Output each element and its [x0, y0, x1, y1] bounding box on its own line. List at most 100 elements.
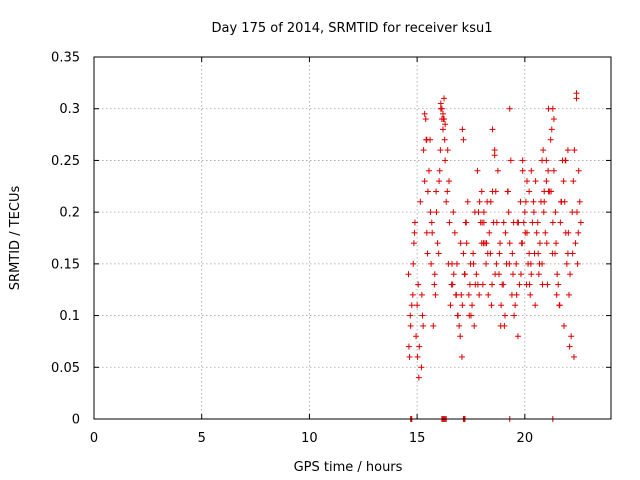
data-point [411, 229, 418, 236]
data-point [575, 229, 582, 236]
data-point [523, 281, 530, 288]
data-point [489, 281, 496, 288]
axis-ticks: 0 5 10 15 20 0 0.05 0.1 0.15 0.2 0.25 0.3 0.35 [51, 51, 611, 446]
data-point [532, 178, 539, 185]
data-point [405, 343, 412, 350]
data-point [564, 147, 571, 154]
data-point [556, 302, 563, 309]
data-point [415, 281, 422, 288]
data-point [435, 250, 442, 257]
data-point [473, 271, 480, 278]
data-point [497, 240, 504, 247]
data-point [442, 121, 449, 128]
data-point [500, 219, 507, 226]
data-point [506, 240, 513, 247]
data-point [441, 95, 448, 102]
chart-title: Day 175 of 2014, SRMTID for receiver ksu… [212, 21, 493, 36]
data-point [567, 271, 574, 278]
data-point [456, 322, 463, 329]
data-point [466, 312, 473, 319]
data-point [418, 364, 425, 371]
data-point [554, 271, 561, 278]
data-point [450, 271, 457, 278]
data-point [461, 271, 468, 278]
data-point [553, 291, 560, 298]
data-point [442, 157, 449, 164]
data-point [451, 229, 458, 236]
data-point [431, 271, 438, 278]
data-point [476, 291, 483, 298]
data-point [505, 209, 512, 216]
data-point [543, 240, 550, 247]
data-point [565, 229, 572, 236]
data-point [438, 105, 445, 112]
data-point [532, 302, 539, 309]
data-point [536, 260, 543, 267]
data-point [474, 281, 481, 288]
data-point [486, 229, 493, 236]
data-point [406, 353, 413, 360]
data-point [478, 188, 485, 195]
data-point [509, 250, 516, 257]
y-tick-label: 0.2 [59, 206, 80, 221]
data-point [513, 291, 520, 298]
x-axis-label: GPS time / hours [294, 460, 403, 475]
data-point [446, 178, 453, 185]
data-point [517, 198, 524, 205]
data-point [573, 90, 580, 97]
data-point [506, 105, 513, 112]
data-point [407, 312, 414, 319]
y-axis-label: SRMTID / TECUs [8, 186, 23, 291]
data-point [549, 105, 556, 112]
data-point [487, 198, 494, 205]
data-point [506, 260, 513, 267]
data-point [514, 333, 521, 340]
data-point [428, 260, 435, 267]
data-point [526, 188, 533, 195]
data-point [523, 178, 530, 185]
data-point [505, 188, 512, 195]
data-point [463, 219, 470, 226]
data-point [460, 250, 467, 257]
data-point [530, 198, 537, 205]
data-point [526, 250, 533, 257]
data-point [483, 260, 490, 267]
data-point [418, 291, 425, 298]
data-point [463, 240, 470, 247]
data-point [519, 157, 526, 164]
data-point [453, 291, 460, 298]
data-point [484, 250, 491, 257]
data-point [432, 291, 439, 298]
data-point [414, 353, 421, 360]
data-point [528, 167, 535, 174]
data-point [550, 116, 557, 123]
data-point [511, 312, 518, 319]
data-point [574, 260, 581, 267]
y-tick-label: 0.1 [59, 309, 80, 324]
x-tick-label: 15 [409, 431, 426, 446]
data-point [572, 240, 579, 247]
data-point [563, 260, 570, 267]
data-point [408, 302, 415, 309]
data-point [417, 198, 424, 205]
data-point [427, 209, 434, 216]
data-point [416, 343, 423, 350]
data-point [558, 198, 565, 205]
data-point [548, 126, 555, 133]
data-point [469, 302, 476, 309]
x-tick-label: 0 [90, 431, 98, 446]
data-point [454, 312, 461, 319]
data-point [571, 147, 578, 154]
data-point [522, 229, 529, 236]
data-point [471, 322, 478, 329]
data-point [485, 291, 492, 298]
data-point [437, 100, 444, 107]
data-point [429, 229, 436, 236]
plot-frame [93, 56, 612, 420]
data-point [502, 229, 509, 236]
data-point [439, 110, 446, 117]
data-point [407, 322, 414, 329]
data-point [553, 240, 560, 247]
data-point [539, 157, 546, 164]
data-point [577, 219, 584, 226]
